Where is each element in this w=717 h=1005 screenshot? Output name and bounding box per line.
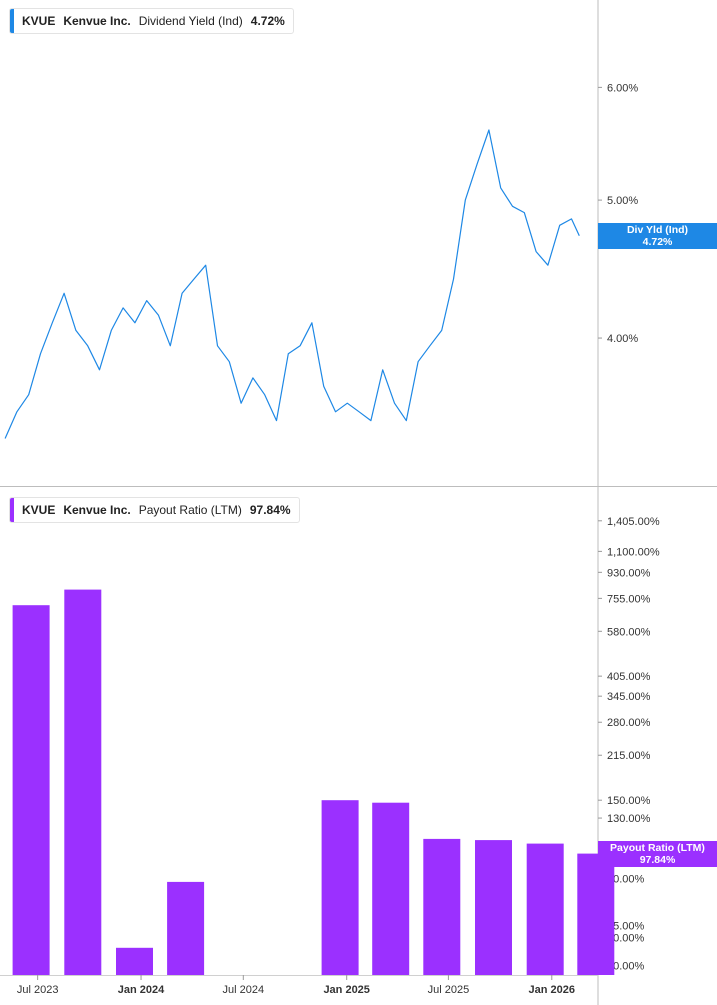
y-tick-label: 345.00% (607, 691, 651, 703)
legend-company: Kenvue Inc. (63, 14, 131, 28)
y-tick-label: 4.00% (607, 333, 638, 345)
x-tick-label: Jul 2024 (223, 984, 265, 996)
y-tick-label: 280.00% (607, 717, 651, 729)
series-color-swatch (10, 498, 14, 522)
y-tick-label: 130.00% (607, 813, 651, 825)
y-tick-label: 1,100.00% (607, 546, 660, 558)
legend-company: Kenvue Inc. (63, 503, 131, 517)
payout-bar (12, 605, 50, 975)
payout-bar (577, 853, 615, 975)
y-tick-label: 215.00% (607, 750, 651, 762)
legend-ticker: KVUE (22, 14, 56, 28)
legend-value: 97.84% (249, 503, 291, 517)
payout-bar (116, 947, 153, 975)
yield-plot (4, 129, 580, 439)
payout-bar (475, 840, 512, 975)
y-tick-label: 6.00% (607, 82, 638, 94)
payout-last-value-callout: Payout Ratio (LTM) 97.84% (598, 840, 717, 867)
y-tick-label: 55.00% (607, 920, 645, 932)
payout-bar (64, 589, 102, 975)
x-tick-label: Jan 2025 (323, 984, 369, 996)
callout-value: 97.84% (639, 853, 676, 866)
y-tick-label: 150.00% (607, 795, 651, 807)
payout-bar (423, 838, 461, 975)
x-tick-label: Jan 2024 (118, 984, 165, 996)
legend-metric: Payout Ratio (LTM) (138, 503, 242, 517)
x-tick-label: Jul 2025 (428, 984, 470, 996)
x-tick-label: Jul 2023 (17, 984, 59, 996)
yield-y-axis: 6.00% 5.00% 4.00% (598, 82, 638, 345)
payout-bar (167, 881, 205, 975)
callout-label: Div Yld (Ind) (626, 223, 689, 236)
y-tick-label: 405.00% (607, 671, 651, 683)
date-x-axis: Jul 2023 Jan 2024 Jul 2024 Jan 2025 Jul 2025… (17, 975, 575, 996)
legend-metric: Dividend Yield (Ind) (138, 14, 243, 28)
callout-value: 4.72% (642, 235, 673, 248)
y-tick-label: 40.00% (607, 960, 645, 972)
y-tick-label: 1,405.00% (607, 516, 660, 528)
legend-value: 4.72% (250, 14, 285, 28)
dividend-yield-line (4, 129, 580, 439)
legend-ticker: KVUE (22, 503, 56, 517)
x-tick-label: Jan 2026 (529, 984, 575, 996)
y-tick-label: 5.00% (607, 195, 638, 207)
payout-y-axis: 1,405.00% 1,100.00% 930.00% 755.00% 580.00% 4… (598, 516, 660, 972)
payout-plot (12, 589, 615, 975)
callout-label: Payout Ratio (LTM) (610, 841, 705, 854)
yield-last-value-callout: Div Yld (Ind) 4.72% (598, 222, 717, 249)
yield-legend[interactable]: KVUE Kenvue Inc. Dividend Yield (Ind) 4.… (9, 8, 294, 34)
y-tick-label: 50.00% (607, 932, 645, 944)
y-tick-label: 580.00% (607, 626, 651, 638)
y-tick-label: 930.00% (607, 567, 651, 579)
y-tick-label: 80.00% (607, 874, 645, 886)
y-tick-label: 755.00% (607, 593, 651, 605)
payout-bar (321, 800, 359, 975)
payout-bar (372, 802, 410, 975)
payout-bar (526, 843, 564, 975)
payout-legend[interactable]: KVUE Kenvue Inc. Payout Ratio (LTM) 97.8… (9, 497, 300, 523)
series-color-swatch (10, 9, 14, 33)
